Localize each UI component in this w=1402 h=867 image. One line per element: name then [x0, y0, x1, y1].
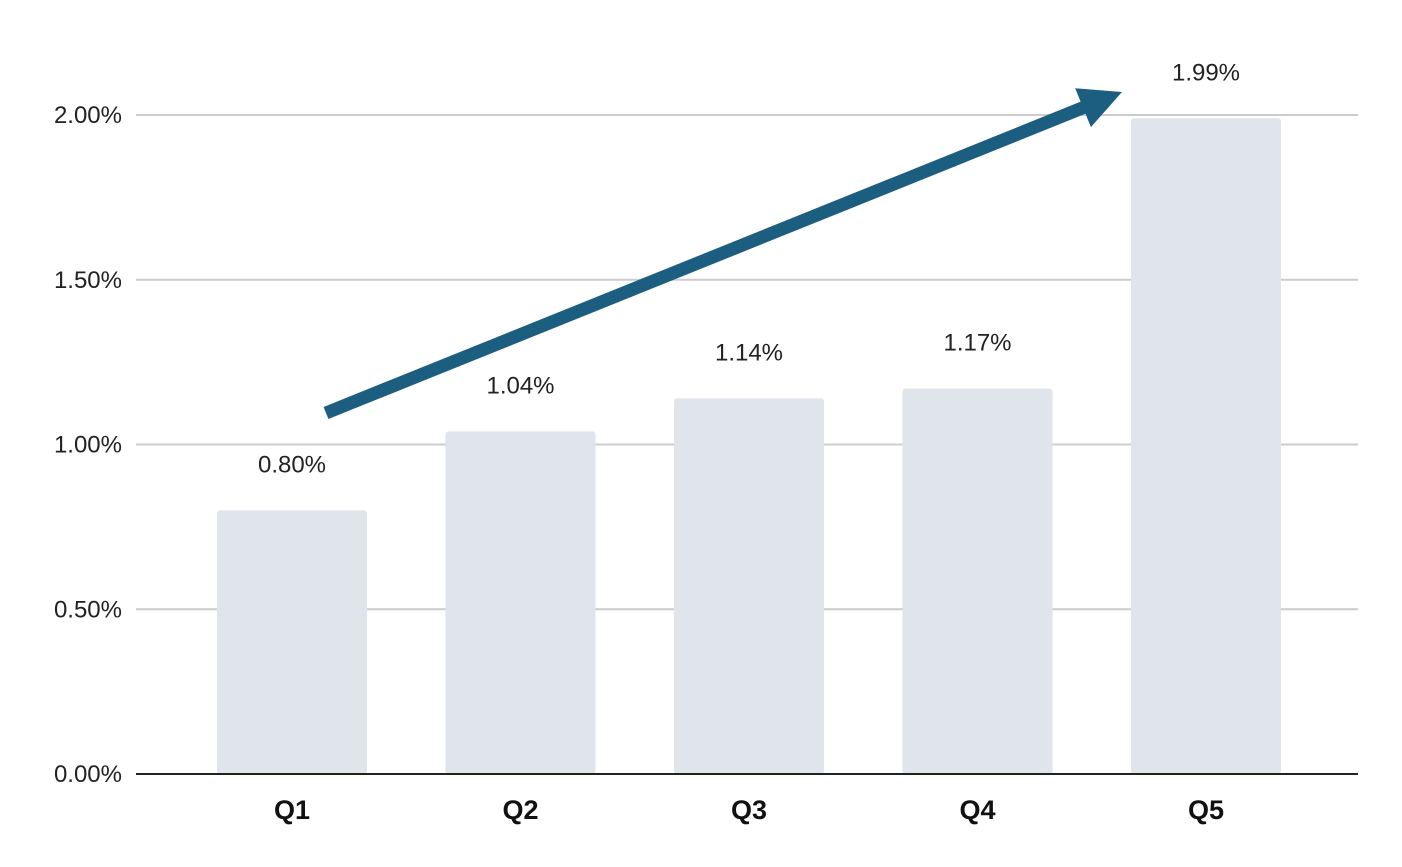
- x-tick-label: Q5: [1188, 795, 1224, 825]
- bar-q3: [674, 398, 824, 774]
- x-tick-label: Q2: [502, 795, 538, 825]
- y-tick-label: 0.00%: [54, 761, 122, 788]
- data-label-q4: 1.17%: [943, 329, 1011, 356]
- y-tick-label: 2.00%: [54, 102, 122, 129]
- bar-q5: [1131, 118, 1281, 775]
- data-label-q2: 1.04%: [486, 372, 554, 399]
- data-labels: 0.80% 1.04% 1.14% 1.17% 1.99%: [258, 59, 1240, 478]
- data-label-q1: 0.80%: [258, 451, 326, 478]
- bars: [217, 118, 1281, 775]
- trend-arrow: [323, 88, 1122, 420]
- y-tick-label: 1.50%: [54, 267, 122, 294]
- data-label-q3: 1.14%: [715, 339, 783, 366]
- trend-arrow-head: [1075, 88, 1122, 128]
- axes: 0.00% 0.50% 1.00% 1.50% 2.00% Q1 Q2 Q3 Q4 Q5: [54, 102, 1358, 825]
- trend-arrow-shaft: [323, 100, 1090, 420]
- bar-q4: [902, 388, 1053, 774]
- bar-q1: [217, 510, 367, 774]
- y-tick-label: 1.00%: [54, 432, 122, 459]
- y-tick-label: 0.50%: [54, 596, 122, 623]
- x-tick-label: Q3: [731, 795, 767, 825]
- data-label-q5: 1.99%: [1172, 59, 1240, 86]
- x-tick-label: Q1: [274, 795, 310, 825]
- x-tick-label: Q4: [959, 795, 995, 825]
- bar-q2: [445, 431, 596, 774]
